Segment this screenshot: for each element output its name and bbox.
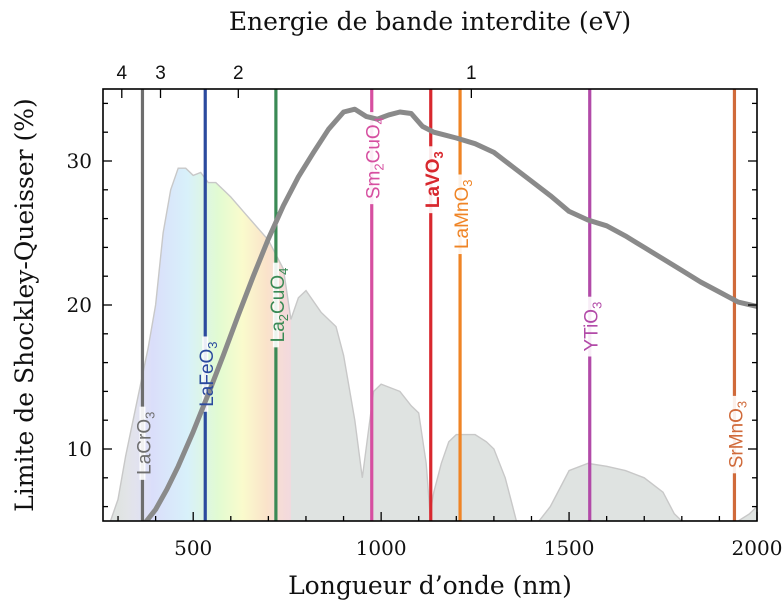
x-tick-label: 2000 (732, 536, 782, 560)
svg-text:LaFeO3: LaFeO3 (197, 341, 220, 406)
material-label: LaFeO3 (197, 341, 220, 406)
x-axis-title: Longueur d’onde (nm) (288, 571, 572, 600)
x-tick-label: 1500 (544, 536, 595, 560)
material-label: Sm2CuO4 (364, 117, 387, 199)
label-gap (202, 336, 209, 412)
svg-text:LaCrO3: LaCrO3 (134, 412, 157, 475)
x-tick-label: 500 (174, 536, 212, 560)
label-gap (427, 146, 434, 214)
shockley-queisser-curve (143, 106, 757, 521)
svg-text:La2CuO4: La2CuO4 (268, 268, 291, 343)
material-label: LaCrO3 (134, 412, 157, 475)
y-tick-label: 20 (67, 293, 92, 317)
material-label: YTiO3 (582, 302, 605, 352)
svg-text:Sm2CuO4: Sm2CuO4 (364, 117, 387, 199)
material-label: LaMnO3 (452, 180, 475, 250)
label-gap (586, 296, 593, 357)
svg-text:LaVO3: LaVO3 (423, 151, 446, 208)
label-gap (272, 262, 279, 348)
y-tick-label: 30 (67, 149, 92, 173)
material-label: La2CuO4 (268, 268, 291, 343)
label-gap (368, 112, 375, 205)
top-tick-label: 2 (233, 63, 244, 84)
y-tick-label: 10 (67, 437, 92, 461)
label-gap (139, 406, 146, 480)
svg-text:SrMnO3: SrMnO3 (726, 401, 749, 468)
x-tick-label: 1000 (356, 536, 407, 560)
label-gap (731, 395, 738, 474)
top-tick-label: 1 (466, 63, 477, 84)
solar-spectrum-outline (109, 167, 757, 521)
top-tick-label: 3 (155, 63, 166, 84)
material-label: SrMnO3 (726, 401, 749, 468)
svg-text:LaMnO3: LaMnO3 (452, 180, 475, 250)
material-label: LaVO3 (423, 151, 446, 208)
top-axis-title: Energie de bande interdite (eV) (229, 7, 631, 36)
svg-text:YTiO3: YTiO3 (582, 302, 605, 352)
label-gap (457, 174, 464, 255)
y-axis-title: Limite de Shockley-Queisser (%) (10, 98, 39, 512)
top-tick-label: 4 (117, 63, 128, 84)
